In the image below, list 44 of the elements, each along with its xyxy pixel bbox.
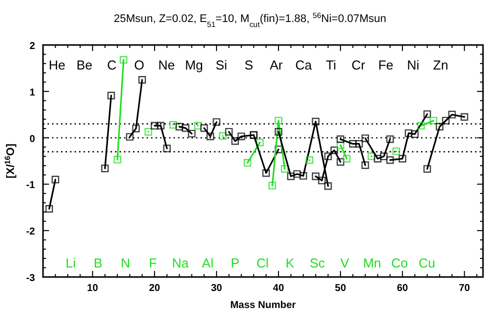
annotation: N (120, 256, 130, 271)
annotation: S (244, 58, 254, 73)
y-tick-label: -2 (26, 226, 36, 238)
x-tick-label: 40 (272, 283, 284, 294)
x-tick-label: 20 (148, 283, 161, 294)
annotation: Sc (310, 256, 326, 271)
annotation: Zn (433, 58, 448, 73)
chart-title: 25Msun, Z=0.02, E$_{51}$=10, M$_{cut}$(fin)=1.88, $^{56}$Ni=0.07Msun (114, 10, 386, 28)
y-tick-label: 0 (29, 134, 36, 145)
annotation: C (107, 58, 116, 73)
annotation: Si (216, 58, 228, 73)
annotation: F (148, 256, 157, 271)
annotation: Mn (363, 256, 382, 271)
annotation: Ni (407, 58, 420, 73)
x-axis-title: Mass Number (230, 300, 296, 311)
x-tick-label: 30 (210, 283, 223, 294)
y-tick-label: -3 (26, 273, 36, 284)
annotation: Be (76, 58, 92, 73)
annotation: Ca (295, 58, 313, 73)
annotation: O (134, 58, 144, 73)
x-tick-label: 50 (334, 283, 346, 294)
annotation: Cu (418, 256, 436, 271)
y-tick-label: 1 (29, 87, 36, 98)
annotation: Na (172, 256, 190, 271)
x-tick-label: 60 (396, 283, 408, 294)
annotation: He (48, 58, 66, 73)
annotation: Mg (184, 58, 204, 73)
annotation: Ar (270, 58, 284, 73)
annotation: Li (66, 256, 76, 271)
annotation: V (340, 256, 350, 271)
annotation: Al (202, 256, 214, 271)
x-tick-label: 70 (458, 283, 470, 294)
annotation: Cl (256, 256, 269, 271)
y-tick-label: 2 (29, 41, 36, 52)
x-tick-label: 10 (87, 283, 99, 294)
annotation: Co (391, 256, 408, 271)
annotation: K (286, 256, 295, 271)
annotation: Fe (378, 58, 394, 73)
annotation: Ti (326, 58, 336, 73)
annotation: B (94, 256, 102, 271)
annotation: P (230, 256, 240, 271)
annotation: Ne (158, 58, 175, 73)
annotation: Cr (352, 58, 366, 73)
y-tick-label: -1 (26, 180, 36, 192)
